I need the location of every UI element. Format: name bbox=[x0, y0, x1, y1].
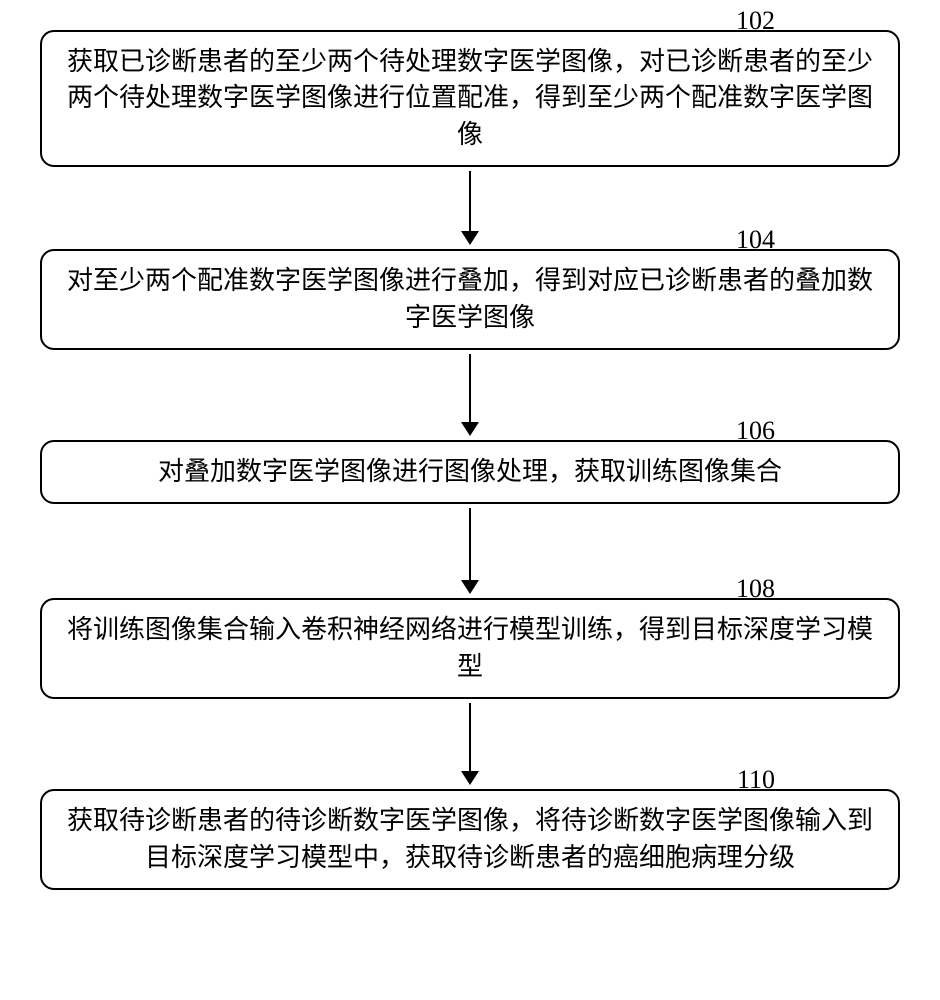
flowchart-container: 102获取已诊断患者的至少两个待处理数字医学图像，对已诊断患者的至少两个待处理数… bbox=[30, 30, 910, 890]
step-box: 对至少两个配准数字医学图像进行叠加，得到对应已诊断患者的叠加数字医学图像 bbox=[40, 249, 900, 350]
arrow-head-icon bbox=[461, 422, 479, 436]
arrow-line bbox=[469, 171, 471, 231]
step-box: 对叠加数字医学图像进行图像处理，获取训练图像集合 bbox=[40, 440, 900, 504]
arrow-head-icon bbox=[461, 580, 479, 594]
arrow-line bbox=[469, 703, 471, 771]
step-wrapper-102: 102获取已诊断患者的至少两个待处理数字医学图像，对已诊断患者的至少两个待处理数… bbox=[30, 30, 910, 167]
step-wrapper-104: 104对至少两个配准数字医学图像进行叠加，得到对应已诊断患者的叠加数字医学图像 bbox=[30, 249, 910, 350]
step-wrapper-110: 110获取待诊断患者的待诊断数字医学图像，将待诊断数字医学图像输入到目标深度学习… bbox=[30, 789, 910, 890]
flow-arrow bbox=[461, 508, 479, 594]
arrow-line bbox=[469, 354, 471, 422]
flow-arrow bbox=[461, 703, 479, 785]
flow-arrow bbox=[461, 354, 479, 436]
arrow-line bbox=[469, 508, 471, 580]
step-box: 获取已诊断患者的至少两个待处理数字医学图像，对已诊断患者的至少两个待处理数字医学… bbox=[40, 30, 900, 167]
arrow-head-icon bbox=[461, 771, 479, 785]
step-box: 获取待诊断患者的待诊断数字医学图像，将待诊断数字医学图像输入到目标深度学习模型中… bbox=[40, 789, 900, 890]
step-box: 将训练图像集合输入卷积神经网络进行模型训练，得到目标深度学习模型 bbox=[40, 598, 900, 699]
arrow-head-icon bbox=[461, 231, 479, 245]
step-wrapper-108: 108将训练图像集合输入卷积神经网络进行模型训练，得到目标深度学习模型 bbox=[30, 598, 910, 699]
step-wrapper-106: 106对叠加数字医学图像进行图像处理，获取训练图像集合 bbox=[30, 440, 910, 504]
flow-arrow bbox=[461, 171, 479, 245]
